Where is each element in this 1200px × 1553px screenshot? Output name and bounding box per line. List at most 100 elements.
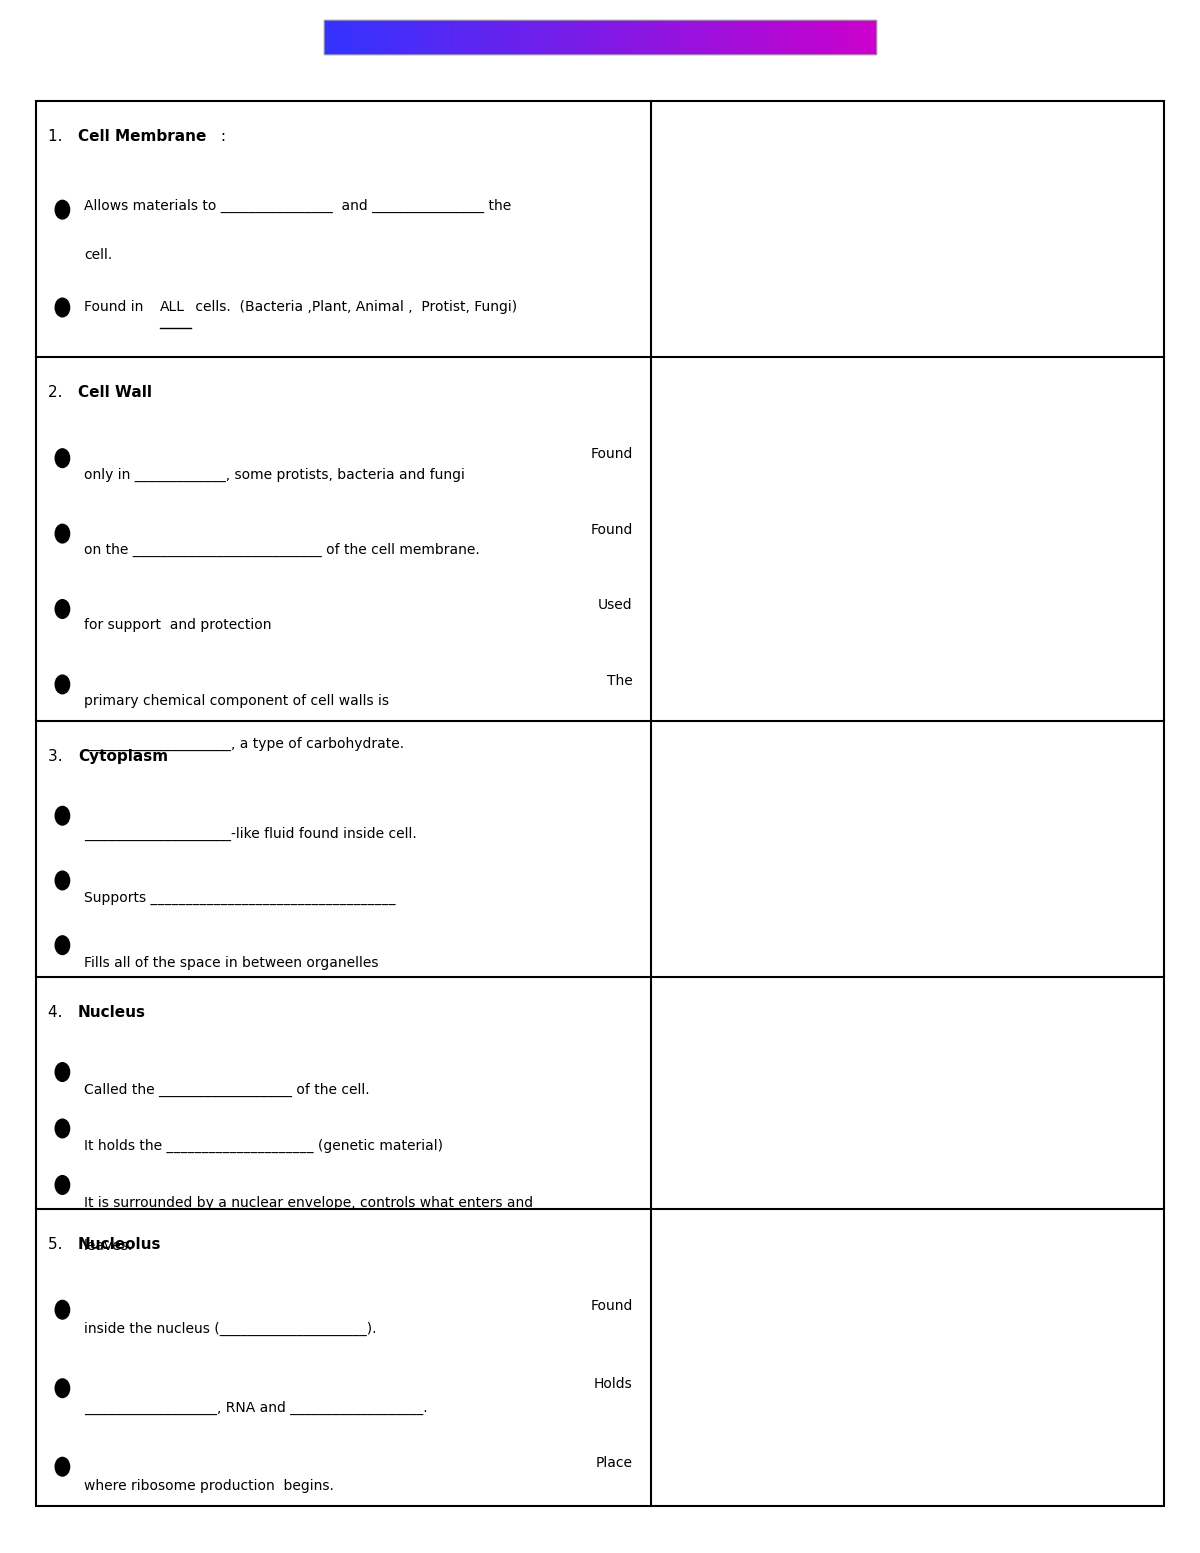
Text: Found in: Found in	[84, 300, 148, 314]
Bar	[802, 20, 804, 54]
Bar	[738, 20, 740, 54]
Bar	[865, 20, 868, 54]
Bar	[710, 20, 713, 54]
Text: primary chemical component of cell walls is: primary chemical component of cell walls…	[84, 694, 389, 708]
Bar	[840, 20, 842, 54]
Bar	[760, 20, 763, 54]
Bar	[379, 20, 382, 54]
Bar	[835, 20, 838, 54]
Bar	[661, 20, 664, 54]
Bar	[326, 20, 330, 54]
Bar	[776, 20, 780, 54]
Bar	[641, 20, 644, 54]
Bar	[594, 20, 598, 54]
Bar	[352, 20, 354, 54]
Bar	[479, 20, 481, 54]
Bar	[409, 20, 413, 54]
Bar	[539, 20, 542, 54]
Bar	[763, 20, 766, 54]
Bar	[542, 20, 545, 54]
Text: Nucleus: Nucleus	[78, 1005, 146, 1020]
Bar	[685, 20, 689, 54]
Bar	[396, 20, 398, 54]
Bar	[581, 20, 583, 54]
Text: The: The	[607, 674, 632, 688]
Bar	[859, 20, 862, 54]
Bar	[732, 20, 736, 54]
Bar	[382, 20, 385, 54]
Bar	[443, 20, 445, 54]
Bar	[401, 20, 404, 54]
Text: 3.: 3.	[48, 749, 67, 764]
Bar	[592, 20, 594, 54]
Bar	[390, 20, 394, 54]
Bar	[428, 20, 432, 54]
Bar	[708, 20, 710, 54]
Text: It is surrounded by a nuclear envelope, controls what enters and: It is surrounded by a nuclear envelope, …	[84, 1196, 533, 1210]
Bar	[730, 20, 732, 54]
Bar	[523, 20, 526, 54]
Bar	[614, 20, 617, 54]
Bar	[740, 20, 744, 54]
Bar	[500, 20, 504, 54]
Bar	[517, 20, 520, 54]
Bar	[476, 20, 479, 54]
Bar	[619, 20, 622, 54]
Bar	[655, 20, 658, 54]
Bar	[782, 20, 785, 54]
Circle shape	[55, 449, 70, 467]
Bar	[744, 20, 746, 54]
Bar	[349, 20, 352, 54]
Text: 2.: 2.	[48, 385, 67, 401]
Bar	[780, 20, 782, 54]
Bar	[774, 20, 776, 54]
Bar	[445, 20, 449, 54]
Text: leaves.: leaves.	[84, 1239, 133, 1253]
Bar	[358, 20, 360, 54]
Bar	[332, 20, 335, 54]
Bar	[484, 20, 487, 54]
Bar	[587, 20, 589, 54]
Bar	[424, 20, 426, 54]
Bar	[848, 20, 851, 54]
Circle shape	[55, 1176, 70, 1194]
Bar	[454, 20, 456, 54]
Bar	[796, 20, 799, 54]
Bar	[672, 20, 674, 54]
Bar	[804, 20, 808, 54]
Bar	[432, 20, 434, 54]
Text: Holds: Holds	[594, 1378, 632, 1391]
Bar	[324, 20, 326, 54]
Bar	[492, 20, 496, 54]
Bar	[636, 20, 638, 54]
Bar	[589, 20, 592, 54]
Text: cells.  (Bacteria ,Plant, Animal ,  Protist, Fungi): cells. (Bacteria ,Plant, Animal , Protis…	[191, 300, 517, 314]
Bar	[343, 20, 346, 54]
Bar	[838, 20, 840, 54]
Circle shape	[55, 1300, 70, 1318]
Bar	[768, 20, 772, 54]
Text: Found: Found	[590, 1298, 632, 1312]
Bar	[415, 20, 418, 54]
Bar	[842, 20, 846, 54]
Bar	[793, 20, 796, 54]
Circle shape	[55, 1379, 70, 1398]
Bar	[418, 20, 421, 54]
Text: Place: Place	[595, 1455, 632, 1469]
Text: ALL: ALL	[160, 300, 185, 314]
Bar	[440, 20, 443, 54]
Bar	[583, 20, 587, 54]
Bar	[534, 20, 536, 54]
Bar	[857, 20, 859, 54]
Bar	[377, 20, 379, 54]
Bar	[702, 20, 704, 54]
Bar	[449, 20, 451, 54]
Bar	[658, 20, 661, 54]
Bar	[462, 20, 464, 54]
Bar	[746, 20, 749, 54]
Bar	[526, 20, 528, 54]
Bar	[338, 20, 341, 54]
Bar	[487, 20, 490, 54]
Bar	[696, 20, 700, 54]
Bar	[509, 20, 511, 54]
